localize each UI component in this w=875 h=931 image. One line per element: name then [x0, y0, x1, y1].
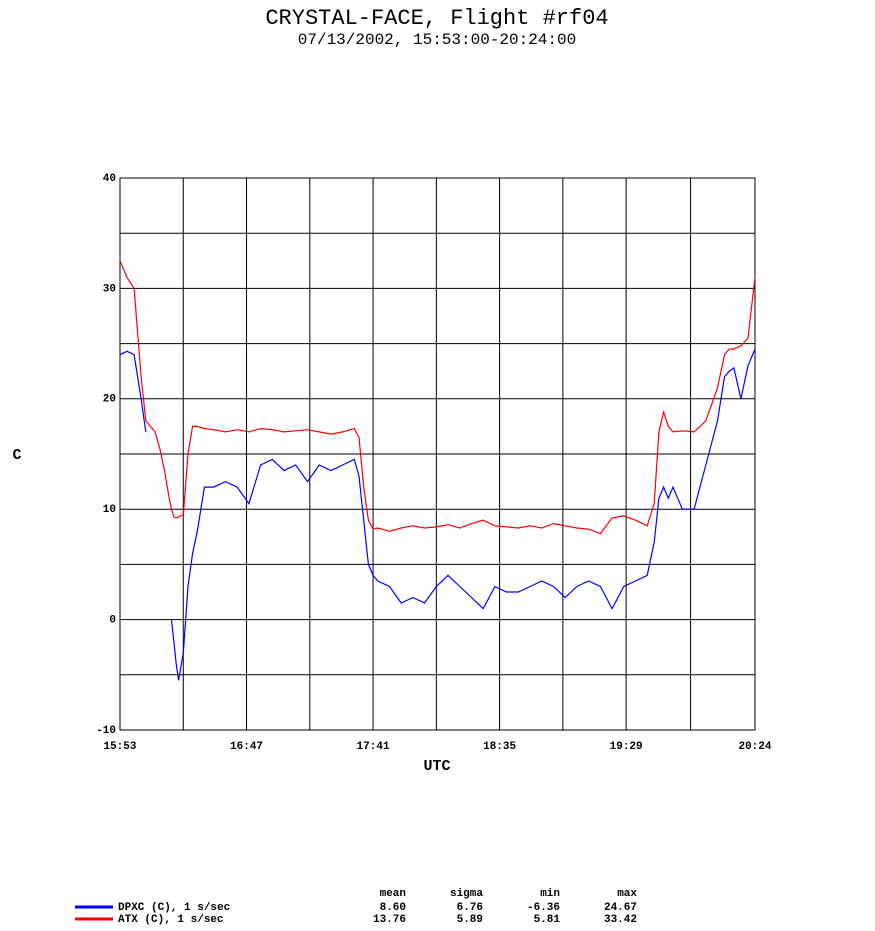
stats-header: min	[540, 888, 560, 900]
y-tick-label: -10	[96, 725, 116, 737]
x-tick-label: 17:41	[357, 741, 390, 753]
x-tick-label: 15:53	[103, 741, 136, 753]
y-tick-label: 20	[103, 394, 116, 406]
data-line	[119, 348, 756, 681]
y-tick-label: 30	[103, 283, 116, 295]
chart-subtitle: 07/13/2002, 15:53:00-20:24:00	[298, 31, 576, 49]
x-tick-label: 19:29	[610, 741, 643, 753]
y-tick-label: 40	[103, 173, 116, 185]
stats-value: -6.36	[527, 902, 560, 914]
x-tick-label: 16:47	[230, 741, 263, 753]
x-axis-label: UTC	[423, 758, 450, 775]
plot-frame	[119, 177, 756, 731]
legend-label: DPXC (C), 1 s/sec	[118, 902, 230, 914]
x-tick-label: 20:24	[738, 741, 771, 753]
stats-value: 6.76	[457, 902, 483, 914]
stats-header: sigma	[450, 888, 483, 900]
chart-title: CRYSTAL-FACE, Flight #rf04	[265, 6, 608, 31]
stats-value: 33.42	[604, 914, 637, 926]
data-line	[119, 260, 756, 535]
stats-value: 5.89	[457, 914, 483, 926]
stats-value: 24.67	[604, 902, 637, 914]
stats-header: mean	[380, 888, 406, 900]
y-tick-label: 0	[109, 615, 116, 627]
stats-value: 5.81	[534, 914, 561, 926]
legend-label: ATX (C), 1 s/sec	[118, 914, 224, 926]
x-tick-label: 18:35	[483, 741, 516, 753]
stats-value: 8.60	[380, 902, 406, 914]
y-axis-label: C	[12, 447, 21, 464]
stats-header: max	[617, 888, 637, 900]
y-tick-label: 10	[103, 504, 116, 516]
stats-value: 13.76	[373, 914, 406, 926]
